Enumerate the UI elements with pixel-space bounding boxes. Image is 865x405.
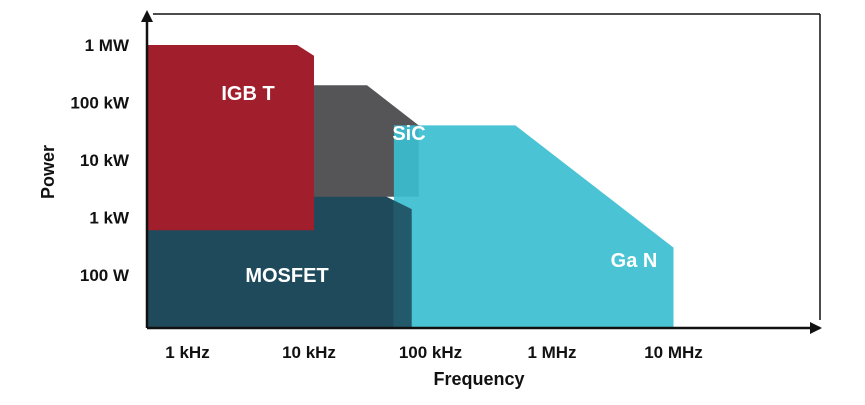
x-tick-label: 100 kHz: [399, 343, 462, 362]
y-tick-label: 100 W: [80, 266, 130, 285]
region-igbt: [147, 45, 314, 231]
region-label: SiC: [392, 123, 425, 145]
x-tick-label: 10 kHz: [282, 343, 336, 362]
x-axis-title: Frequency: [433, 369, 524, 389]
x-tick-label: 10 MHz: [644, 343, 703, 362]
y-tick-label: 10 kW: [80, 151, 130, 170]
region-sic: [314, 85, 419, 197]
overlap-mosfet-gan: [393, 200, 412, 328]
y-axis-title: Power: [38, 145, 58, 199]
y-axis-arrow-icon: [141, 10, 153, 22]
region-label: MOSFET: [245, 265, 328, 287]
x-tick-label: 1 MHz: [527, 343, 576, 362]
y-tick-label: 100 kW: [70, 94, 130, 113]
y-tick-label: 1 kW: [89, 209, 130, 228]
axes: [141, 10, 822, 334]
region-label: IGB T: [221, 83, 274, 105]
x-axis-arrow-icon: [810, 322, 822, 334]
x-tick-label: 1 kHz: [165, 343, 209, 362]
region-gan: [393, 125, 674, 329]
label-layer: IGB T SiC MOSFET Ga N: [221, 83, 657, 287]
region-label: Ga N: [611, 250, 658, 272]
y-tick-label: 1 MW: [85, 36, 130, 55]
tick-labels: 1 kHz 10 kHz 100 kHz 1 MHz 10 MHz 100 W 1 kW 10…: [70, 36, 702, 362]
region-layer: [147, 45, 674, 329]
